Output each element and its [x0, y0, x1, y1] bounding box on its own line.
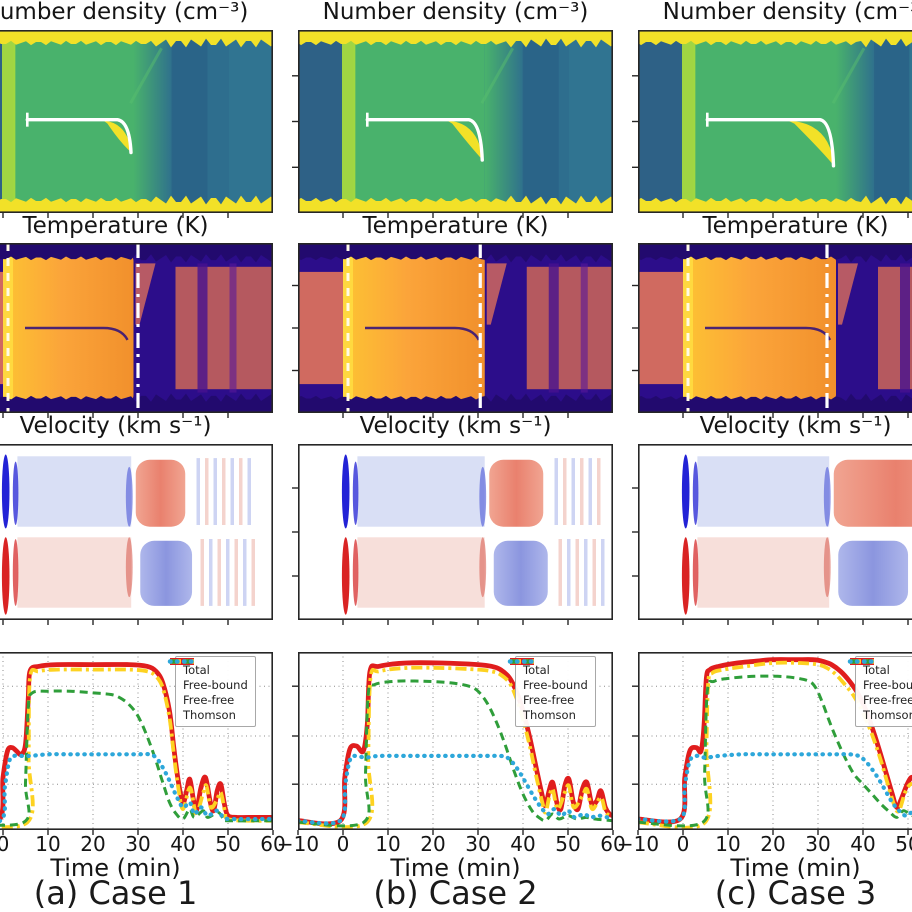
legend-label: Total: [523, 662, 550, 677]
number-density-heatmap: [0, 30, 273, 218]
x-tick-label: 0: [0, 832, 10, 856]
temperature-heatmap: [292, 243, 613, 418]
velocity-title: Velocity (km s⁻¹): [359, 413, 552, 439]
x-tick-label: −10: [616, 832, 660, 856]
density-title: Number density (cm⁻³): [322, 0, 589, 25]
x-tick-label: 40: [170, 832, 196, 856]
legend-label: Total: [863, 662, 890, 677]
legend-label: Free-bound: [523, 677, 588, 692]
legend-swatch-thomson: [167, 659, 197, 664]
legend-item: Free-bound: [850, 659, 912, 692]
x-axis-label: Time (min): [50, 854, 181, 882]
density-title: Number density (cm⁻³): [662, 0, 912, 25]
legend-item: Free-free: [510, 659, 588, 707]
legend-label: Free-free: [523, 692, 575, 707]
legend-label: Free-bound: [863, 677, 912, 692]
case-2-column: Number density (cm⁻³) Temperature (K) Ve…: [277, 0, 626, 912]
x-tick-label: 30: [125, 832, 151, 856]
x-tick-label: 20: [760, 832, 786, 856]
legend-swatch-thomson: [847, 659, 877, 664]
x-tick-label: 40: [850, 832, 876, 856]
temperature-title: Temperature (K): [702, 213, 889, 239]
legend-label: Thomson: [523, 707, 576, 722]
x-tick-label: 10: [35, 832, 61, 856]
legend-label: Free-bound: [183, 677, 248, 692]
number-density-heatmap: [292, 30, 613, 218]
legend-label: Free-free: [863, 692, 912, 707]
temperature-title: Temperature (K): [362, 213, 549, 239]
velocity-title: Velocity (km s⁻¹): [19, 413, 212, 439]
x-tick-label: 10: [715, 832, 741, 856]
case-1-column: Number density (cm⁻³) Temperature (K) Ve…: [0, 0, 286, 912]
legend-swatch-thomson: [507, 659, 537, 664]
legend-item: Free-free: [850, 659, 912, 707]
legend-label: Thomson: [183, 707, 236, 722]
x-tick-label: 30: [805, 832, 831, 856]
legend-label: Free-free: [183, 692, 235, 707]
case-caption: (b) Case 2: [373, 874, 538, 912]
x-tick-label: 30: [465, 832, 491, 856]
velocity-heatmap: [292, 444, 613, 625]
x-tick-label: 20: [420, 832, 446, 856]
legend-item: Thomson: [507, 659, 588, 722]
x-tick-label: 50: [215, 832, 241, 856]
temperature-heatmap: [632, 243, 912, 418]
legend-label: Total: [183, 662, 210, 677]
x-axis-label: Time (min): [730, 854, 861, 882]
legend-item: Free-bound: [510, 659, 588, 692]
x-tick-label: 60: [260, 832, 286, 856]
temperature-heatmap: [0, 243, 273, 418]
x-axis-label: Time (min): [390, 854, 521, 882]
legend-item: Thomson: [167, 659, 248, 722]
case-caption: (c) Case 3: [714, 874, 877, 912]
x-tick-label: 50: [895, 832, 912, 856]
velocity-title: Velocity (km s⁻¹): [699, 413, 892, 439]
x-tick-label: 10: [375, 832, 401, 856]
legend-item: Free-bound: [170, 659, 248, 692]
x-tick-label: 0: [676, 832, 690, 856]
density-title: Number density (cm⁻³): [0, 0, 249, 25]
velocity-heatmap: [632, 444, 912, 625]
x-tick-label: 0: [336, 832, 350, 856]
x-tick-labels: −10 0 10 20 30 40 50 60: [277, 832, 626, 856]
case-caption: (a) Case 1: [33, 874, 198, 912]
temperature-title: Temperature (K): [22, 213, 209, 239]
legend-label: Thomson: [863, 707, 912, 722]
case-3-column: Number density (cm⁻³) Temperature (K) Ve…: [617, 0, 912, 912]
x-tick-label: 50: [555, 832, 581, 856]
velocity-heatmap: [0, 444, 273, 625]
x-tick-label: 60: [600, 832, 626, 856]
x-tick-label: −10: [276, 832, 320, 856]
legend-item: Thomson: [847, 659, 912, 722]
number-density-heatmap: [632, 30, 912, 218]
x-tick-label: 40: [510, 832, 536, 856]
legend-item: Free-free: [170, 659, 248, 707]
x-tick-label: 20: [80, 832, 106, 856]
